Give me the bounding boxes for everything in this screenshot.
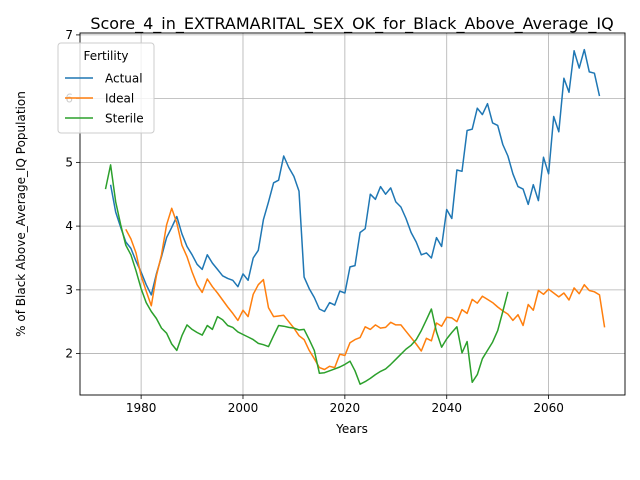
legend-label-actual: Actual [105, 72, 143, 86]
x-tick-label: 2060 [533, 401, 564, 415]
series-line-ideal [125, 207, 606, 371]
y-tick-label: 7 [65, 28, 73, 42]
x-tick-label: 1980 [126, 401, 157, 415]
grid-lines [80, 33, 625, 395]
x-tick-label: 2000 [228, 401, 259, 415]
legend: Fertility Actual Ideal Sterile [57, 42, 155, 134]
y-axis-label: % of Black Above_Average_IQ Population [14, 91, 28, 337]
series-line-actual [109, 48, 601, 313]
y-tick-label: 2 [65, 347, 73, 361]
series-lines [104, 48, 606, 385]
x-axis-label: Years [335, 422, 368, 436]
legend-title: Fertility [83, 49, 128, 63]
y-tick-label: 5 [65, 155, 73, 169]
x-axis-ticks: 1980 2000 2020 2040 2060 [126, 395, 564, 415]
x-tick-label: 2020 [330, 401, 361, 415]
plot-frame [79, 32, 626, 396]
legend-box [57, 42, 155, 134]
legend-label-ideal: Ideal [105, 92, 134, 106]
series-line-sterile [104, 164, 509, 385]
y-tick-label: 3 [65, 283, 73, 297]
legend-label-sterile: Sterile [105, 112, 144, 126]
x-tick-label: 2040 [431, 401, 462, 415]
y-tick-label: 4 [65, 219, 73, 233]
chart-title: Score_4_in_EXTRAMARITAL_SEX_OK_for_Black… [90, 14, 613, 34]
